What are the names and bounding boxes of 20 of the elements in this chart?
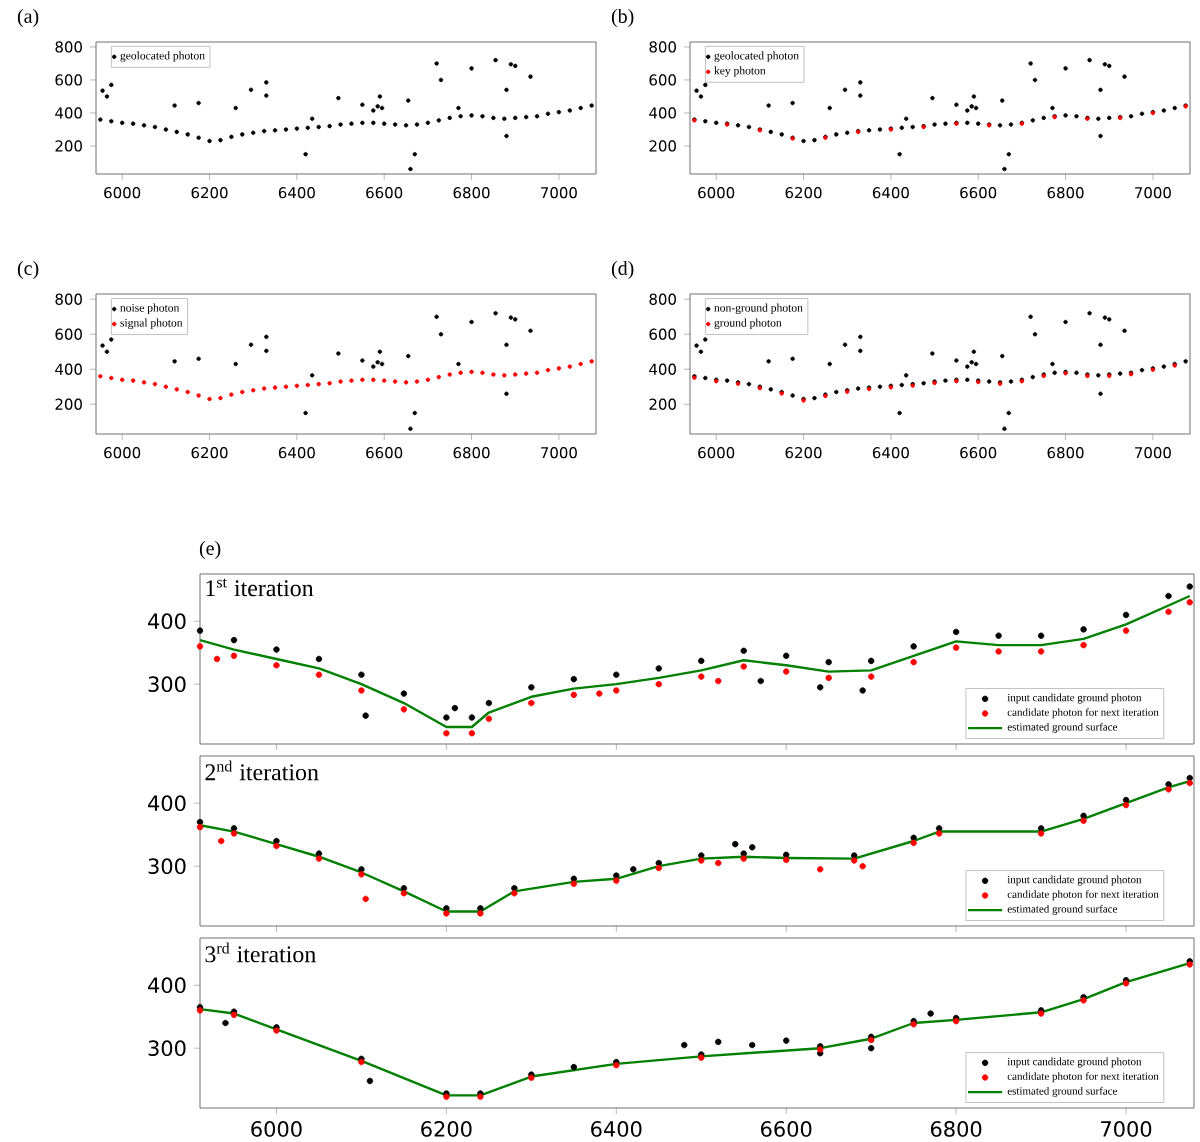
annotation: 1$^{st}$ iteration bbox=[206, 578, 314, 597]
y-tick-label: 300 bbox=[148, 676, 186, 693]
chart-title: (e) bbox=[199, 540, 221, 560]
chart-title: (a) bbox=[17, 8, 39, 27]
y-tick-label: 400 bbox=[148, 977, 186, 994]
x-tick-label: 6600 bbox=[761, 1121, 812, 1137]
x-tick-label: 6200 bbox=[421, 1121, 472, 1137]
y-tick-label: 400 bbox=[148, 613, 186, 630]
y-tick-label: 300 bbox=[148, 1040, 186, 1057]
annotation: 2$^{nd}$ iteration bbox=[205, 760, 319, 781]
y-tick-label: 400 bbox=[148, 795, 186, 812]
x-tick-label: 6800 bbox=[930, 1121, 982, 1137]
chart-title: (c) bbox=[17, 260, 39, 279]
x-tick-label: 6000 bbox=[251, 1121, 302, 1137]
x-tick-label: 7000 bbox=[1101, 1121, 1152, 1137]
chart-title: (b) bbox=[611, 8, 634, 27]
y-tick-label: 300 bbox=[148, 858, 186, 875]
x-tick-label: 6400 bbox=[591, 1121, 642, 1137]
annotation: 3$^{rd}$ iteration bbox=[205, 942, 316, 963]
chart-title: (d) bbox=[611, 260, 634, 279]
